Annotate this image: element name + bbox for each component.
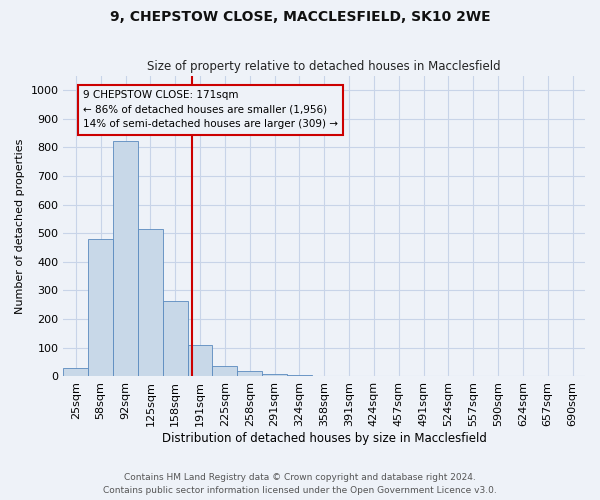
Y-axis label: Number of detached properties: Number of detached properties <box>15 138 25 314</box>
Bar <box>287 375 312 376</box>
Bar <box>113 142 138 376</box>
Bar <box>212 366 237 376</box>
Bar <box>188 345 212 376</box>
Bar <box>262 374 287 376</box>
X-axis label: Distribution of detached houses by size in Macclesfield: Distribution of detached houses by size … <box>162 432 487 445</box>
Bar <box>138 229 163 376</box>
Bar <box>237 370 262 376</box>
Text: 9, CHEPSTOW CLOSE, MACCLESFIELD, SK10 2WE: 9, CHEPSTOW CLOSE, MACCLESFIELD, SK10 2W… <box>110 10 490 24</box>
Text: 9 CHEPSTOW CLOSE: 171sqm
← 86% of detached houses are smaller (1,956)
14% of sem: 9 CHEPSTOW CLOSE: 171sqm ← 86% of detach… <box>83 90 338 130</box>
Bar <box>163 300 188 376</box>
Bar <box>88 239 113 376</box>
Text: Contains HM Land Registry data © Crown copyright and database right 2024.
Contai: Contains HM Land Registry data © Crown c… <box>103 474 497 495</box>
Title: Size of property relative to detached houses in Macclesfield: Size of property relative to detached ho… <box>148 60 501 73</box>
Bar <box>64 368 88 376</box>
